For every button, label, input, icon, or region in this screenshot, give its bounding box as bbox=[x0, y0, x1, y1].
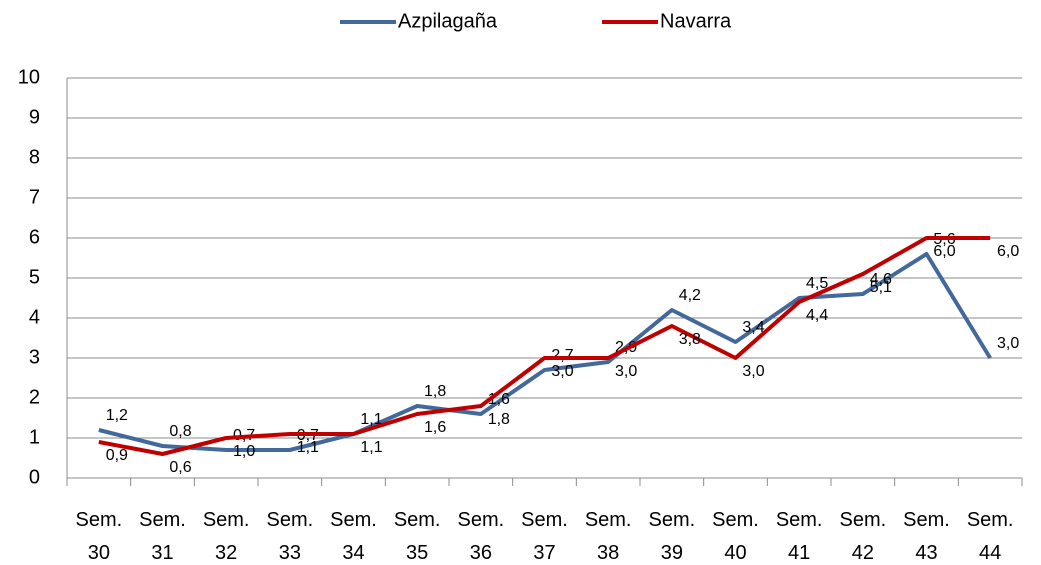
legend-label: Navarra bbox=[660, 10, 732, 32]
data-label: 4,6 bbox=[870, 271, 892, 288]
data-label: 3,0 bbox=[615, 363, 637, 380]
data-label: 3,0 bbox=[551, 363, 573, 380]
y-tick-label: 2 bbox=[29, 386, 40, 408]
data-label: 3,4 bbox=[742, 319, 764, 336]
x-tick-label: Sem. 39 bbox=[648, 509, 696, 564]
legend-label: Azpilagaña bbox=[398, 10, 498, 32]
x-tick-label: Sem. 41 bbox=[775, 509, 823, 564]
data-label: 0,8 bbox=[169, 423, 191, 440]
data-label: 1,0 bbox=[233, 443, 255, 460]
y-tick-label: 7 bbox=[29, 186, 40, 208]
x-tick-label: Sem. 43 bbox=[903, 509, 950, 564]
x-tick-label: Sem. 35 bbox=[393, 509, 441, 564]
data-label: 1,1 bbox=[297, 439, 319, 456]
y-tick-label: 5 bbox=[29, 266, 40, 288]
y-tick-label: 0 bbox=[29, 466, 40, 488]
data-label: 3,0 bbox=[997, 335, 1019, 352]
series-line bbox=[98, 236, 991, 456]
data-label: 1,8 bbox=[488, 411, 510, 428]
data-label: 1,1 bbox=[360, 439, 382, 456]
y-tick-label: 6 bbox=[29, 226, 40, 248]
y-tick-label: 8 bbox=[29, 146, 40, 168]
data-label: 1,1 bbox=[360, 411, 382, 428]
series-line bbox=[98, 252, 992, 452]
y-tick-label: 3 bbox=[29, 346, 40, 368]
x-tick-label: Sem. 30 bbox=[75, 509, 123, 564]
x-tick-label: Sem. 44 bbox=[966, 509, 1014, 564]
data-label: 6,0 bbox=[997, 243, 1019, 260]
data-label: 0,6 bbox=[169, 459, 191, 476]
data-label: 4,4 bbox=[806, 307, 828, 324]
x-tick-label: Sem. 36 bbox=[457, 509, 505, 564]
data-label: 5,1 bbox=[870, 279, 892, 296]
data-label: 3,8 bbox=[679, 331, 701, 348]
data-label: 6,0 bbox=[933, 243, 955, 260]
data-label: 3,0 bbox=[742, 363, 764, 380]
y-tick-label: 10 bbox=[18, 66, 40, 88]
x-tick-label: Sem. 34 bbox=[330, 509, 377, 564]
data-label: 1,6 bbox=[424, 419, 446, 436]
y-tick-label: 4 bbox=[29, 306, 40, 328]
data-label: 1,8 bbox=[424, 383, 446, 400]
data-label: 4,5 bbox=[806, 275, 828, 292]
x-tick-label: Sem. 32 bbox=[202, 509, 250, 564]
x-tick-label: Sem. 37 bbox=[521, 509, 568, 564]
y-tick-label: 1 bbox=[29, 426, 40, 448]
data-label: 4,2 bbox=[679, 287, 701, 304]
x-tick-label: Sem. 40 bbox=[712, 509, 759, 564]
y-tick-label: 9 bbox=[29, 106, 40, 128]
data-label: 0,9 bbox=[106, 447, 128, 464]
x-tick-label: Sem. 31 bbox=[139, 509, 186, 564]
x-tick-label: Sem. 33 bbox=[266, 509, 314, 564]
data-label: 1,2 bbox=[106, 407, 128, 424]
x-tick-label: Sem. 38 bbox=[584, 509, 632, 564]
data-label: 2,7 bbox=[551, 347, 573, 364]
x-tick-label: Sem. 42 bbox=[839, 509, 887, 564]
